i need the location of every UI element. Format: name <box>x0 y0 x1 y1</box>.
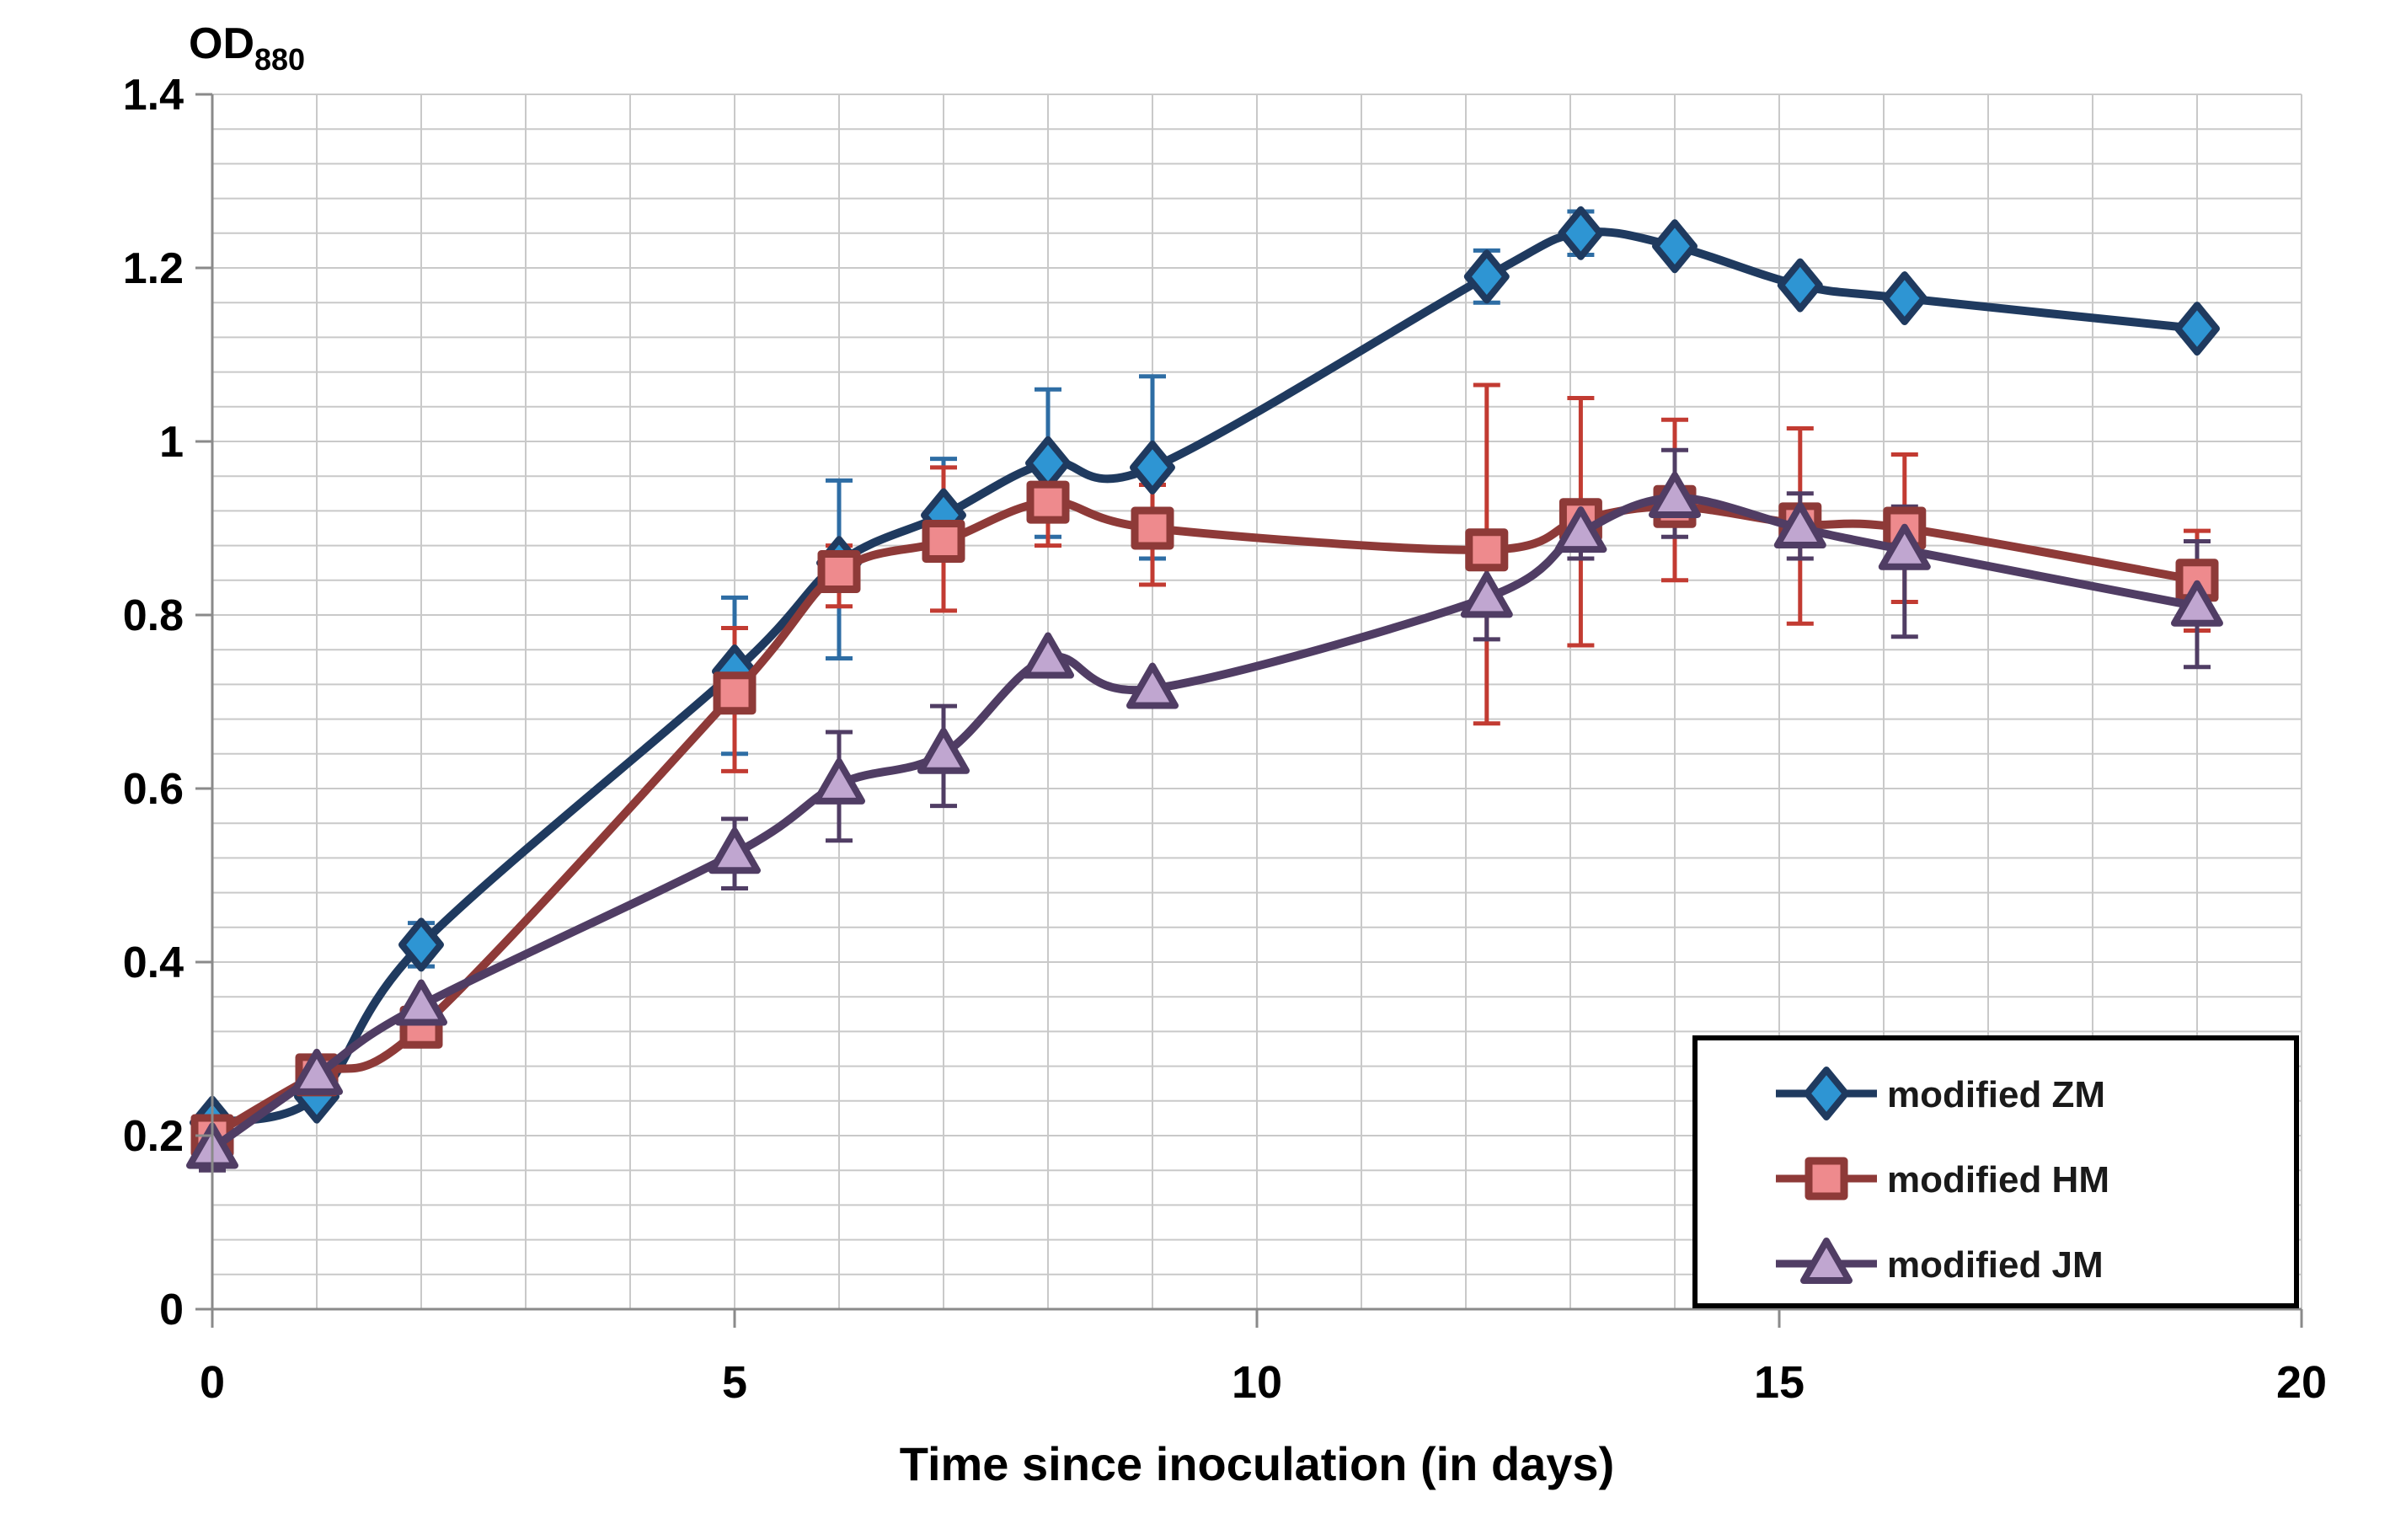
diamond-marker <box>1463 249 1510 304</box>
legend-item-label: modified ZM <box>1887 1074 2105 1115</box>
x-tick-label: 15 <box>1754 1357 1805 1408</box>
square-marker <box>713 671 757 715</box>
x-axis-title: Time since inoculation (in days) <box>899 1437 1615 1490</box>
x-tick-label: 10 <box>1232 1357 1282 1408</box>
y-tick-label: 1.4 <box>123 71 184 120</box>
diamond-marker <box>1025 436 1071 490</box>
diamond-marker <box>398 917 444 972</box>
square-marker <box>922 519 965 563</box>
axis-layer: 0 0.2 0.4 0.6 0.8 1 1.2 1.4 0 5 10 15 20 <box>123 71 2327 1408</box>
triangle-marker <box>395 979 447 1026</box>
legend-item-label: modified JM <box>1887 1244 2104 1286</box>
legend-item-label: modified HM <box>1887 1159 2109 1200</box>
series-modified-JM <box>186 471 2223 1169</box>
triangle-marker <box>708 827 761 874</box>
legend: modified ZM modified HM modified JM <box>1692 1035 2299 1308</box>
x-tick-label: 20 <box>2276 1357 2327 1408</box>
triangle-marker <box>917 727 970 774</box>
diamond-marker <box>1777 258 1823 313</box>
triangle-marker <box>2171 580 2223 627</box>
y-tick-label: 0.6 <box>123 765 184 814</box>
square-marker <box>1131 506 1174 550</box>
x-tick-label: 5 <box>722 1357 747 1408</box>
triangle-marker <box>1649 471 1701 518</box>
legend-item-modified-HM: modified HM <box>1776 1157 2109 1200</box>
legend-triangle-icon <box>1800 1238 1853 1284</box>
diamond-marker <box>1558 206 1604 260</box>
triangle-marker <box>1460 571 1513 618</box>
legend-item-modified-ZM: modified ZM <box>1776 1067 2105 1120</box>
error-bar-layer <box>199 209 2211 1173</box>
triangle-marker <box>1126 662 1179 709</box>
square-marker <box>1465 528 1509 572</box>
triangle-marker <box>1773 502 1826 548</box>
square-marker <box>817 550 861 593</box>
y-tick-label: 0.2 <box>123 1112 184 1161</box>
triangle-marker <box>1022 632 1074 679</box>
y-tick-label: 0 <box>159 1286 184 1334</box>
square-marker <box>1026 480 1070 524</box>
y-tick-label: 0.8 <box>123 591 184 640</box>
diamond-marker <box>1652 219 1698 274</box>
series-layer <box>186 206 2223 1169</box>
legend-square-icon <box>1805 1157 1848 1200</box>
triangle-marker <box>813 757 865 805</box>
diamond-marker <box>1130 440 1175 495</box>
triangle-marker <box>1554 506 1607 553</box>
y-tick-label: 0.4 <box>123 938 184 987</box>
y-axis-title: OD880 <box>189 19 305 78</box>
y-tick-label: 1.2 <box>123 244 184 293</box>
triangle-marker <box>1878 523 1931 570</box>
y-axis-title-subscript: 880 <box>254 42 306 77</box>
triangle-marker <box>291 1048 343 1095</box>
x-tick-label: 0 <box>200 1357 225 1408</box>
legend-diamond-icon <box>1804 1067 1849 1120</box>
diamond-marker <box>2174 302 2220 356</box>
diamond-marker <box>1881 271 1928 326</box>
legend-item-modified-JM: modified JM <box>1776 1238 2104 1286</box>
y-tick-label: 1 <box>159 418 184 467</box>
y-axis-title-text: OD <box>189 19 254 68</box>
